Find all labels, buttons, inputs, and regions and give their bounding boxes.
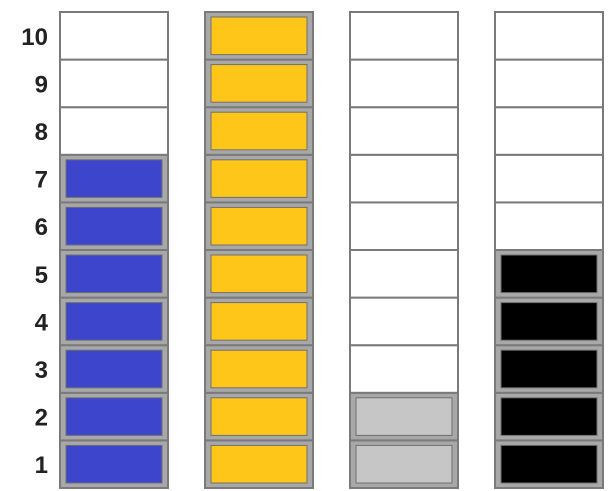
level-bar-segment [210, 397, 308, 436]
level-bar-segment [355, 397, 453, 436]
y-tick-labels: 1 2 3 4 5 6 7 8 9 10 [21, 24, 48, 479]
level-column [59, 11, 169, 489]
level-bar-segment [65, 302, 163, 341]
level-bar-segment [65, 206, 163, 246]
level-bar-segment [500, 254, 598, 294]
level-column [349, 11, 459, 489]
y-tick-label: 3 [35, 357, 48, 384]
level-bar-segment [65, 254, 163, 294]
level-bar-segment [210, 159, 308, 198]
level-bar-segment [210, 111, 308, 151]
level-column [204, 11, 314, 489]
y-tick-label: 7 [35, 167, 48, 194]
y-tick-label: 6 [35, 214, 48, 241]
empty-level-cell [349, 11, 459, 61]
empty-level-cell [349, 58, 459, 109]
empty-level-cell [494, 58, 604, 109]
empty-level-cell [349, 249, 459, 299]
y-tick-label: 5 [35, 262, 48, 289]
empty-level-cell [59, 11, 169, 61]
level-bar-segment [500, 302, 598, 341]
y-tick-label: 10 [21, 24, 48, 51]
level-bar-segment [500, 397, 598, 436]
level-columns [59, 11, 604, 489]
empty-level-cell [349, 296, 459, 347]
level-bar-segment [500, 349, 598, 389]
level-bar-segment [355, 444, 453, 484]
empty-level-cell [349, 153, 459, 204]
empty-level-cell [494, 201, 604, 251]
level-bar-segment [210, 444, 308, 484]
y-tick-label: 8 [35, 119, 48, 146]
level-bar-segment [65, 444, 163, 484]
level-column [494, 11, 604, 489]
level-bar-segment [500, 444, 598, 484]
level-bar-segment [210, 254, 308, 294]
empty-level-cell [494, 106, 604, 156]
empty-level-cell [494, 11, 604, 61]
level-bar-segment [65, 349, 163, 389]
empty-level-cell [349, 201, 459, 251]
empty-level-cell [59, 58, 169, 109]
level-bar-segment [65, 159, 163, 198]
empty-level-cell [59, 106, 169, 156]
y-tick-label: 1 [35, 452, 48, 479]
level-bar-segment [210, 302, 308, 341]
level-bar-segment [210, 64, 308, 103]
level-bar-segment [210, 16, 308, 56]
level-bar-segment [210, 206, 308, 246]
level-bar-segment [65, 397, 163, 436]
empty-level-cell [349, 106, 459, 156]
level-bar-segment [210, 349, 308, 389]
y-tick-label: 2 [35, 405, 48, 432]
y-tick-label: 4 [35, 309, 49, 336]
y-tick-label: 9 [35, 71, 48, 98]
empty-level-cell [494, 153, 604, 204]
empty-level-cell [349, 344, 459, 394]
